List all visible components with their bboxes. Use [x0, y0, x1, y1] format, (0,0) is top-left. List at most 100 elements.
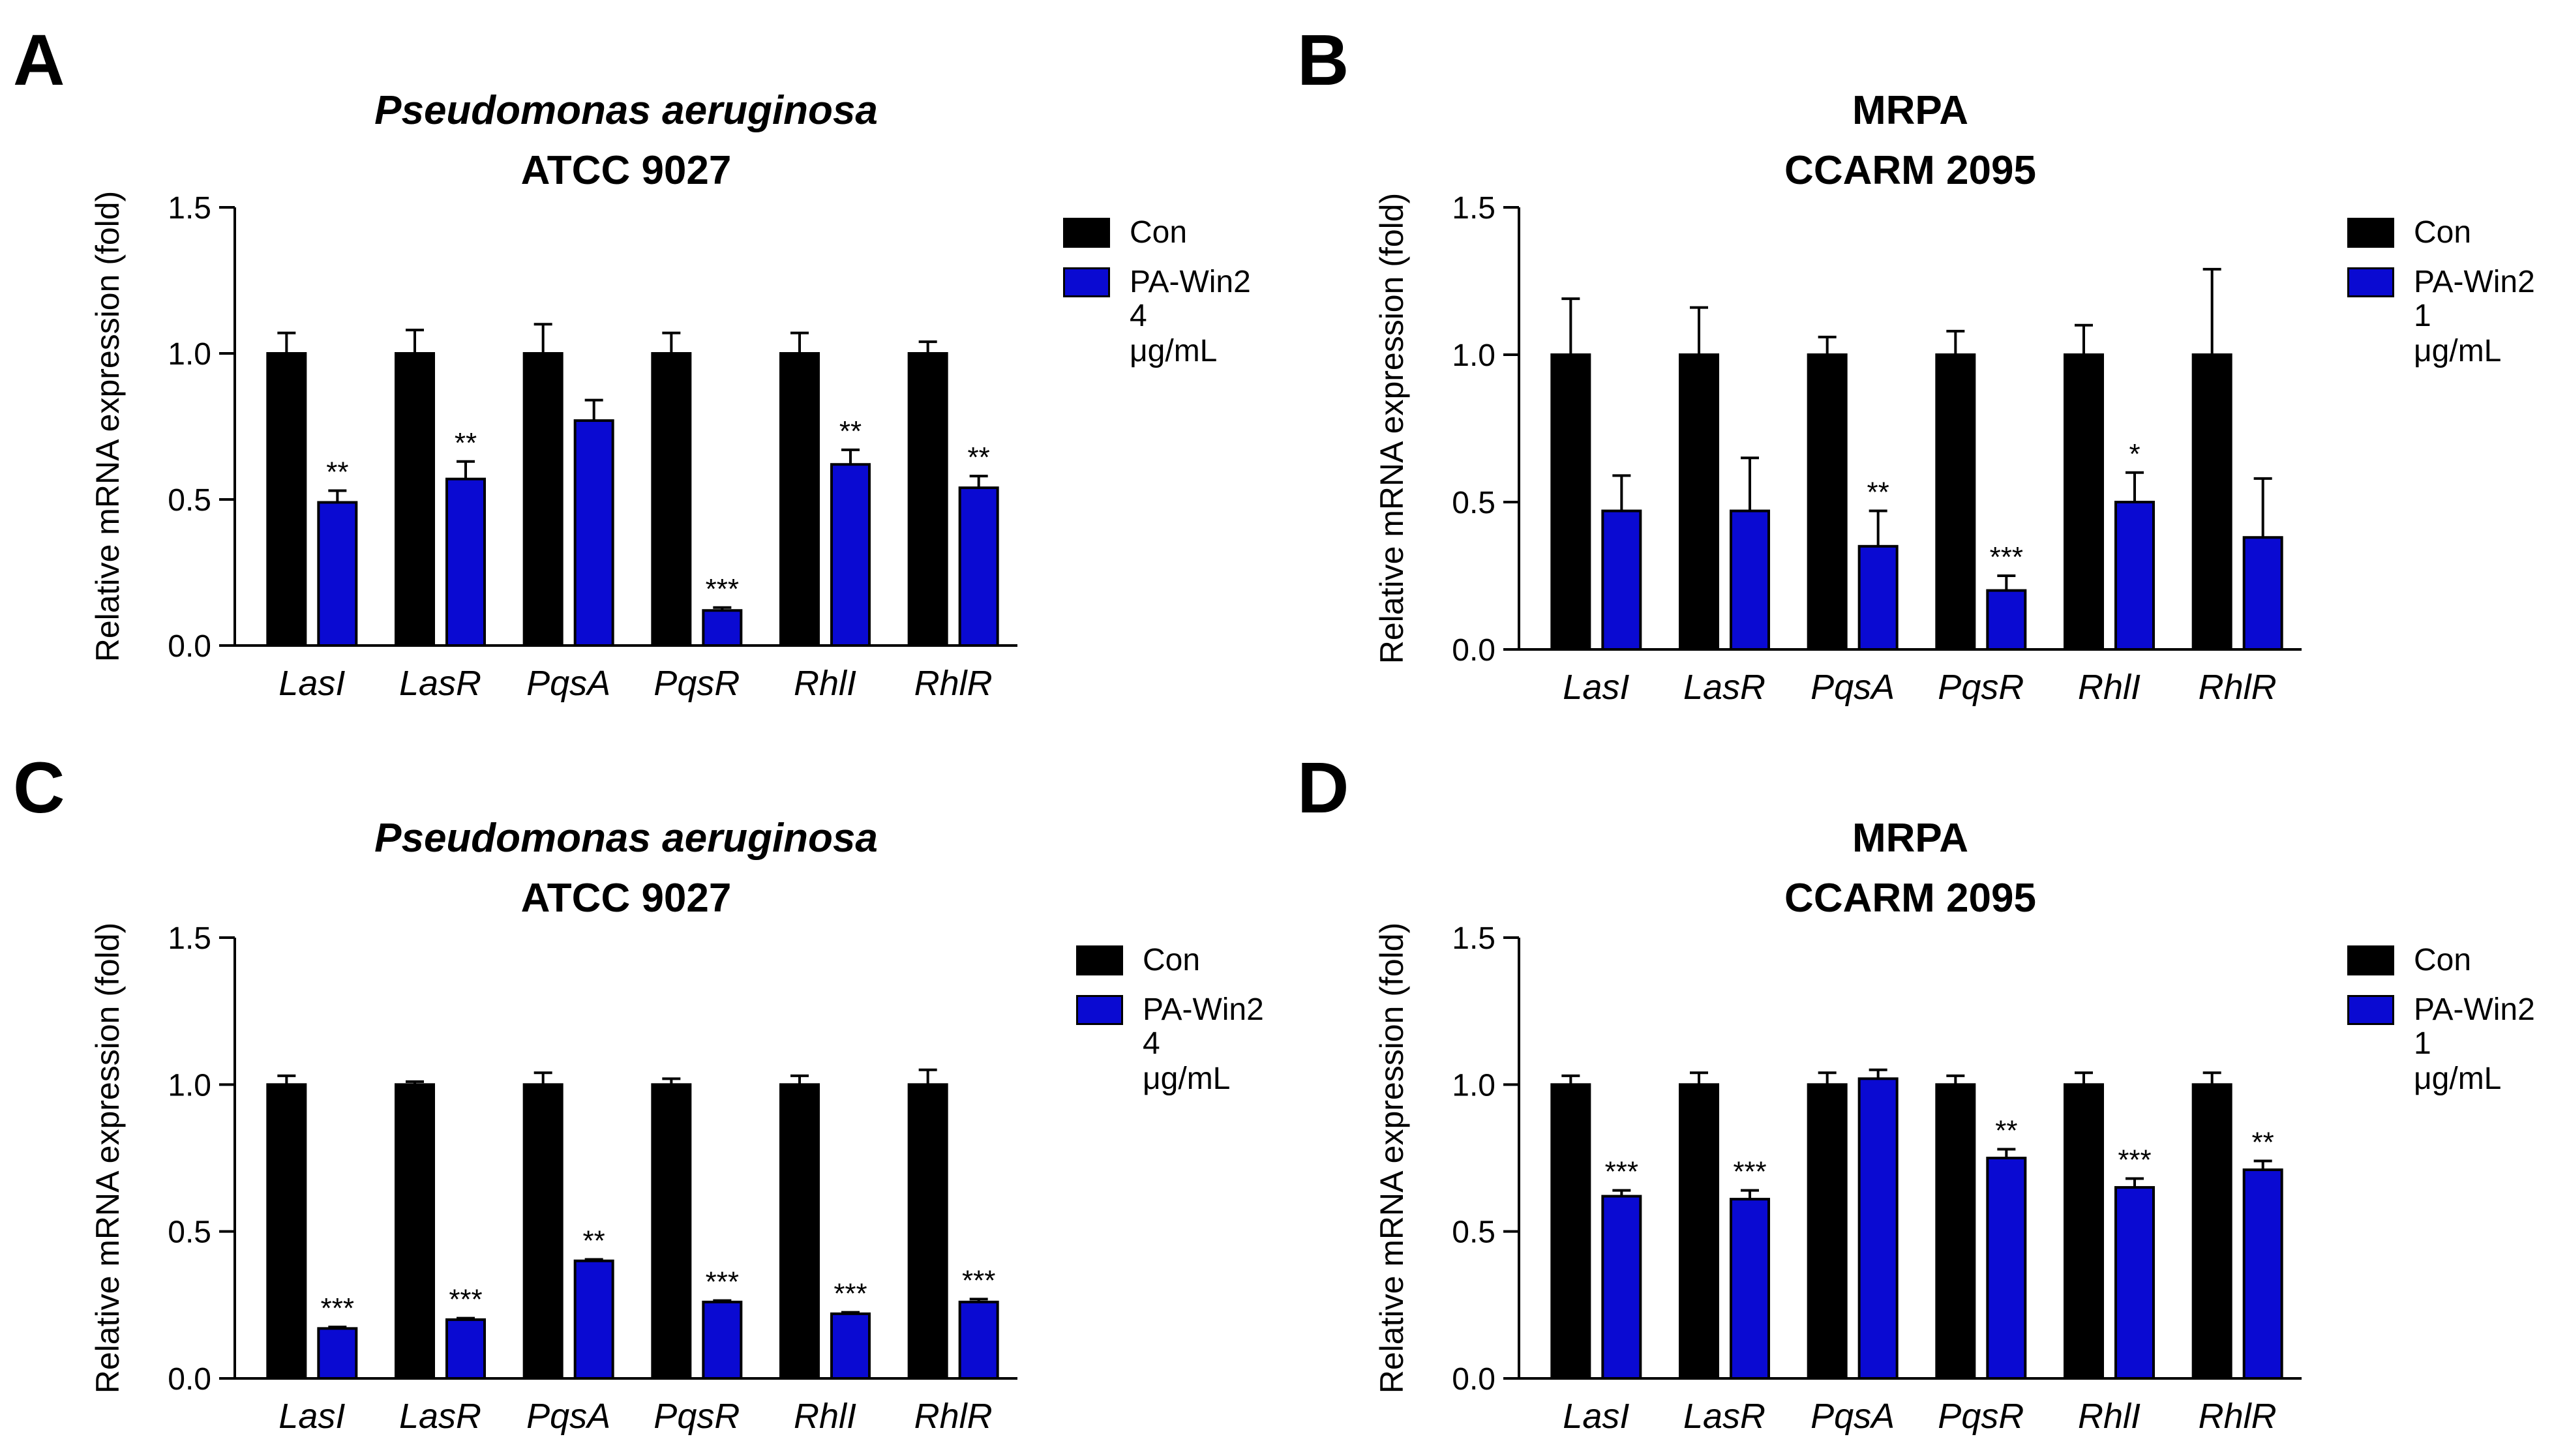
x-tick-label: RhlI: [2078, 1397, 2141, 1436]
significance-label: ***: [1733, 1156, 1766, 1188]
y-axis-label: Relative mRNA expression (fold): [89, 191, 126, 662]
panel-letter: A: [13, 20, 65, 100]
x-tick-label: RhlR: [914, 664, 993, 703]
bar-con-lasi: [266, 352, 307, 647]
bar-pa-win2-pqsa: [573, 419, 614, 647]
chart-title-line2: CCARM 2095: [1784, 148, 2036, 193]
bar-pa-win2-pqsa: [573, 1259, 614, 1380]
panel-letter: C: [13, 748, 65, 828]
y-tick-label: 1.5: [168, 921, 211, 956]
x-tick-label: RhlR: [914, 1397, 993, 1436]
chart-title-line1: MRPA: [1852, 88, 1968, 133]
panel-a: A Pseudomonas aeruginosa ATCC 9027 Relative…: [0, 0, 1284, 728]
significance-label: **: [455, 427, 477, 459]
significance-label: **: [1995, 1114, 2017, 1146]
chart-title-line1: Pseudomonas aeruginosa: [374, 88, 878, 133]
y-axis-label: Relative mRNA expression (fold): [89, 923, 126, 1394]
bar-pa-win2-pqsr: [1986, 1157, 2027, 1380]
bar-pa-win2-lasi: [1601, 509, 1642, 651]
x-tick-label: PqsR: [1938, 668, 2024, 707]
legend-label: Con: [2414, 943, 2472, 977]
bar-pa-win2-lasr: [445, 477, 486, 647]
bar-con-pqsr: [1935, 353, 1976, 651]
bar-con-pqsr: [651, 352, 692, 647]
x-tick-label: LasR: [1683, 1397, 1765, 1436]
bar-pa-win2-lasr: [1730, 509, 1770, 651]
significance-label: ***: [2118, 1144, 2151, 1176]
x-tick-label: PqsR: [654, 1397, 740, 1436]
panel-letter: B: [1297, 20, 1349, 100]
bar-pa-win2-lasi: [317, 501, 358, 647]
y-tick-label: 0.0: [168, 629, 211, 664]
x-tick-label: LasR: [399, 1397, 481, 1436]
y-axis-label: Relative mRNA expression (fold): [1374, 923, 1410, 1394]
bar-con-lasr: [395, 1083, 435, 1380]
bar-con-rhli: [779, 1083, 820, 1380]
significance-label: **: [1867, 477, 1889, 509]
legend-label: PA-Win2: [1143, 992, 1264, 1027]
y-tick-label: 0.5: [168, 1215, 211, 1250]
chart-title-line2: CCARM 2095: [1784, 876, 2036, 921]
panel-d: D MRPA CCARM 2095 Relative mRNA expression …: [1284, 728, 2568, 1455]
bar-pa-win2-rhlr: [2242, 536, 2283, 651]
legend-swatch: [2347, 995, 2394, 1025]
y-tick-label: 1.0: [1452, 338, 1495, 373]
x-tick-label: RhlI: [794, 664, 856, 703]
chart-c: C Pseudomonas aeruginosa ATCC 9027 Relative…: [13, 748, 1017, 1436]
significance-label: ***: [962, 1264, 995, 1296]
y-tick-label: 0.5: [1452, 486, 1495, 520]
significance-label: ***: [449, 1284, 482, 1316]
bar-pa-win2-lasi: [317, 1327, 358, 1380]
x-tick-label: RhlI: [2078, 668, 2141, 707]
panel-letter: D: [1297, 748, 1349, 828]
significance-label: **: [583, 1225, 605, 1256]
bar-con-rhlr: [907, 1083, 948, 1380]
bar-pa-win2-lasr: [1730, 1198, 1770, 1380]
y-tick-label: 1.0: [168, 1068, 211, 1103]
x-tick-label: PqsA: [526, 664, 610, 703]
x-tick-label: PqsR: [1938, 1397, 2024, 1436]
x-tick-label: RhlR: [2199, 1397, 2277, 1436]
x-tick-label: LasI: [278, 664, 345, 703]
chart-b: B MRPA CCARM 2095 Relative mRNA expression …: [1297, 20, 2302, 707]
y-tick-label: 1.5: [1452, 921, 1495, 956]
chart-d: D MRPA CCARM 2095 Relative mRNA expression …: [1297, 748, 2302, 1436]
bar-con-rhlr: [907, 352, 948, 647]
legend-swatch: [1076, 945, 1123, 975]
bar-pa-win2-rhlr: [2242, 1168, 2283, 1380]
bar-con-rhlr: [2191, 1083, 2232, 1380]
x-tick-label: LasI: [1563, 1397, 1629, 1436]
legend-concentration: 1 μg/mL: [2414, 299, 2502, 368]
y-tick-label: 0.5: [168, 483, 211, 518]
x-tick-label: LasI: [278, 1397, 345, 1436]
x-tick-label: PqsA: [1810, 668, 1895, 707]
bar-con-lasr: [395, 352, 435, 647]
legend-label: PA-Win2: [2414, 265, 2535, 299]
legend-swatch: [2347, 267, 2394, 297]
y-tick-label: 1.5: [1452, 191, 1495, 226]
bar-pa-win2-rhli: [2114, 501, 2155, 651]
bar-pa-win2-pqsa: [1857, 1077, 1899, 1380]
y-tick-label: 0.0: [1452, 1362, 1495, 1397]
y-tick-label: 0.0: [168, 1362, 211, 1397]
significance-label: ***: [1605, 1156, 1638, 1188]
chart-title-line1: Pseudomonas aeruginosa: [374, 816, 878, 861]
chart-title-line1: MRPA: [1852, 816, 1968, 861]
legend-swatch: [1063, 267, 1110, 297]
bar-con-rhlr: [2191, 353, 2232, 651]
x-tick-label: PqsA: [1810, 1397, 1895, 1436]
significance-label: **: [839, 415, 862, 447]
bar-pa-win2-pqsr: [702, 609, 743, 647]
chart-title-line2: ATCC 9027: [521, 148, 732, 193]
legend-label: PA-Win2: [1130, 265, 1251, 299]
legend-concentration: 4 μg/mL: [1130, 299, 1218, 368]
x-tick-label: RhlI: [794, 1397, 856, 1436]
y-tick-label: 0.0: [1452, 633, 1495, 668]
bar-con-lasr: [1679, 1083, 1719, 1380]
bar-con-rhli: [779, 352, 820, 647]
bar-con-lasr: [1679, 353, 1719, 651]
bar-pa-win2-pqsr: [702, 1300, 743, 1380]
x-tick-label: LasR: [399, 664, 481, 703]
legend-concentration: 4 μg/mL: [1143, 1026, 1231, 1096]
bar-con-lasi: [266, 1083, 307, 1380]
